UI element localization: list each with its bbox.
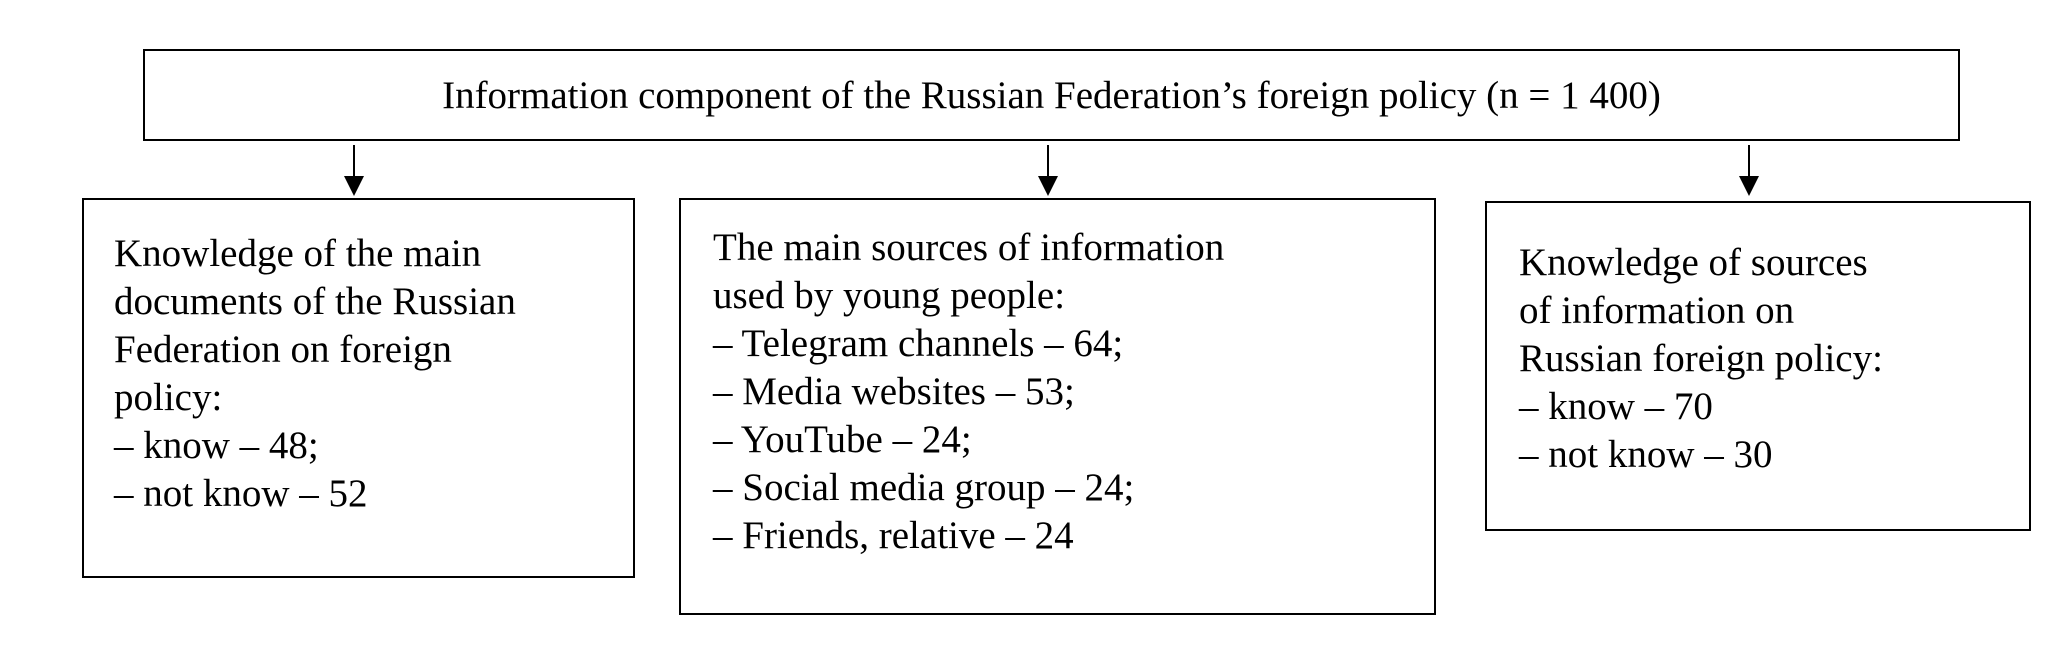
node-text-line: Federation on foreign [114, 328, 452, 371]
node-text-line: – YouTube – 24; [713, 418, 972, 461]
node-text-line: – not know – 52 [114, 472, 368, 515]
node-text-line: – know – 70 [1519, 385, 1713, 428]
arrow-to-information-sources [1038, 145, 1058, 196]
node-text-line: Knowledge of sources [1519, 241, 1868, 284]
sources-knowledge-node: Knowledge of sources of information on R… [1485, 201, 2031, 531]
node-text-line: – Telegram channels – 64; [713, 322, 1124, 365]
node-text-line: policy: [114, 376, 223, 419]
node-text-line: documents of the Russian [114, 280, 516, 323]
information-sources-node: The main sources of information used by … [679, 198, 1436, 615]
node-text-line: – Friends, relative – 24 [713, 514, 1074, 557]
node-text-line: Knowledge of the main [114, 232, 482, 275]
arrow-to-documents-knowledge [344, 145, 364, 196]
node-text-line: used by young people: [713, 274, 1066, 317]
node-text-line: – not know – 30 [1519, 433, 1773, 476]
node-text-line: The main sources of information [713, 226, 1225, 269]
node-text-line: – know – 48; [114, 424, 319, 467]
node-text-line: – Social media group – 24; [713, 466, 1135, 509]
node-text-line: – Media websites – 53; [713, 370, 1075, 413]
root-title: Information component of the Russian Fed… [442, 73, 1661, 117]
root-node: Information component of the Russian Fed… [143, 49, 1960, 141]
node-text-line: of information on [1519, 289, 1795, 332]
arrow-to-sources-knowledge [1739, 145, 1759, 196]
documents-knowledge-node: Knowledge of the main documents of the R… [82, 198, 635, 578]
node-text-line: Russian foreign policy: [1519, 337, 1883, 380]
